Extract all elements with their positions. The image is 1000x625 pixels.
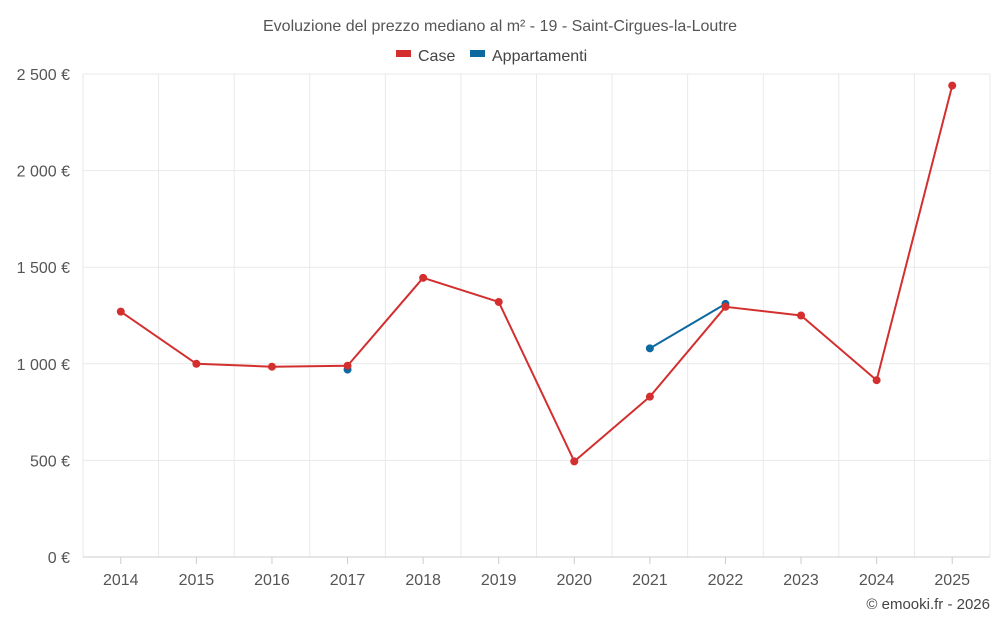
legend-label-case: Case <box>418 48 455 65</box>
data-point-case[interactable] <box>570 457 579 466</box>
series-line-case <box>120 85 954 463</box>
data-point-case[interactable] <box>419 273 428 282</box>
y-tick-label: 500 € <box>30 453 70 470</box>
x-tick-label: 2021 <box>632 572 668 589</box>
data-point-appartamenti[interactable] <box>645 344 654 353</box>
legend-swatch-case <box>396 50 411 57</box>
y-axis: 0 € 500 € 1 000 € 1 500 € 2 000 € 2 500 € <box>17 67 70 567</box>
x-tick-label: 2024 <box>859 572 895 589</box>
data-point-case[interactable] <box>116 307 125 316</box>
data-point-case[interactable] <box>494 297 503 306</box>
legend-item-appartamenti[interactable]: Appartamenti <box>470 48 587 65</box>
data-point-case[interactable] <box>872 376 881 385</box>
series-line-appartamenti <box>649 303 726 350</box>
data-point-case[interactable] <box>797 311 806 320</box>
legend-item-case[interactable]: Case <box>396 48 455 65</box>
x-tick-label: 2015 <box>179 572 215 589</box>
legend: Case Appartamenti <box>396 48 587 65</box>
x-tick-label: 2022 <box>708 572 744 589</box>
y-tick-label: 2 000 € <box>17 164 70 181</box>
data-point-case[interactable] <box>343 361 352 370</box>
y-tick-label: 1 500 € <box>17 260 70 277</box>
x-tick-label: 2014 <box>103 572 139 589</box>
legend-label-appartamenti: Appartamenti <box>492 48 587 65</box>
x-tick-label: 2023 <box>783 572 819 589</box>
credit-text: © emooki.fr - 2026 <box>866 596 990 613</box>
x-tick-label: 2019 <box>481 572 517 589</box>
chart-title: Evoluzione del prezzo mediano al m² - 19… <box>263 18 737 35</box>
data-point-case[interactable] <box>192 359 201 368</box>
x-tick-label: 2025 <box>934 572 970 589</box>
x-tick-label: 2020 <box>556 572 592 589</box>
data-point-case[interactable] <box>948 81 957 90</box>
data-point-case[interactable] <box>267 362 276 371</box>
data-point-case[interactable] <box>721 302 730 311</box>
grid <box>82 73 991 557</box>
y-tick-label: 1 000 € <box>17 357 70 374</box>
legend-swatch-appartamenti <box>470 50 485 57</box>
y-tick-label: 0 € <box>48 550 70 567</box>
x-tick-label: 2016 <box>254 572 290 589</box>
y-tick-label: 2 500 € <box>17 67 70 84</box>
series <box>116 81 957 466</box>
x-axis: 2014 2015 2016 2017 2018 2019 2020 2021 2022 2023… <box>83 556 990 589</box>
x-tick-label: 2018 <box>405 572 441 589</box>
x-tick-label: 2017 <box>330 572 366 589</box>
data-point-case[interactable] <box>645 392 654 401</box>
